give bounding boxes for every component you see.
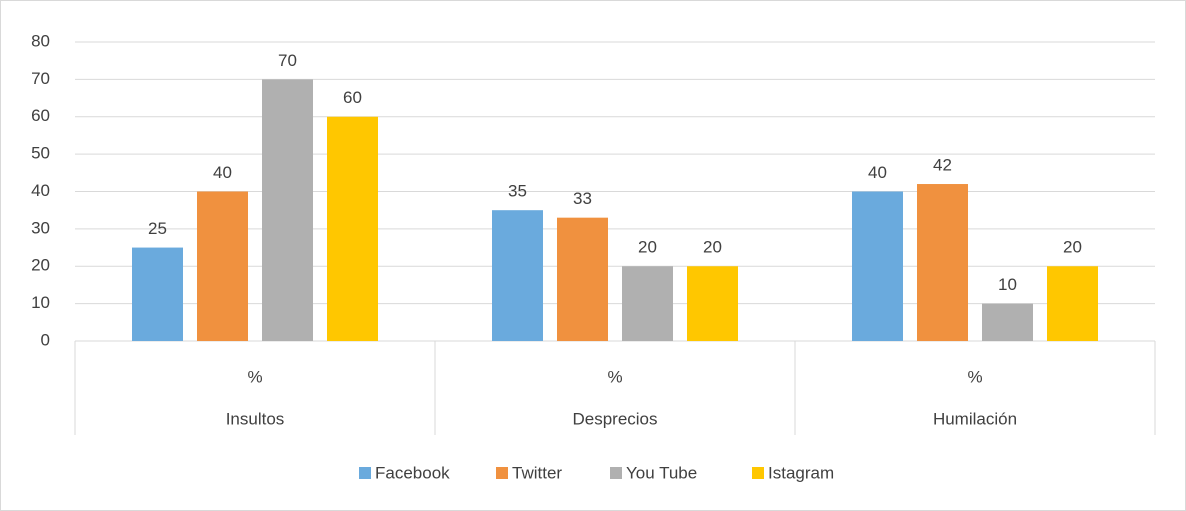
y-tick-label: 60 bbox=[31, 106, 50, 125]
bar bbox=[327, 116, 378, 341]
bar bbox=[982, 303, 1033, 341]
legend-label: Istagram bbox=[768, 463, 834, 482]
bar bbox=[262, 79, 313, 341]
y-tick-label: 40 bbox=[31, 181, 50, 200]
bar bbox=[557, 217, 608, 341]
x-tick-label: Desprecios bbox=[572, 409, 657, 428]
bar bbox=[1047, 266, 1098, 341]
x-tick-label: Insultos bbox=[226, 409, 285, 428]
x-tick-label: Humilación bbox=[933, 409, 1017, 428]
y-tick-label: 10 bbox=[31, 293, 50, 312]
data-label: 20 bbox=[703, 238, 722, 257]
data-label: 60 bbox=[343, 88, 362, 107]
y-tick-label: 0 bbox=[41, 330, 50, 349]
bar bbox=[197, 191, 248, 341]
data-label: 10 bbox=[998, 275, 1017, 294]
data-label: 20 bbox=[1063, 238, 1082, 257]
y-tick-label: 20 bbox=[31, 256, 50, 275]
data-label: 33 bbox=[573, 189, 592, 208]
bar bbox=[132, 247, 183, 341]
legend-label: You Tube bbox=[626, 463, 697, 482]
data-label: 42 bbox=[933, 156, 952, 175]
bar bbox=[917, 184, 968, 341]
x-subcategory-label: % bbox=[247, 367, 262, 386]
legend-swatch bbox=[496, 467, 508, 479]
legend-label: Twitter bbox=[512, 463, 562, 482]
data-label: 40 bbox=[868, 163, 887, 182]
legend-swatch bbox=[610, 467, 622, 479]
bar bbox=[852, 191, 903, 341]
data-label: 35 bbox=[508, 182, 527, 201]
legend-swatch bbox=[752, 467, 764, 479]
bar bbox=[492, 210, 543, 341]
data-label: 40 bbox=[213, 163, 232, 182]
y-tick-label: 70 bbox=[31, 69, 50, 88]
x-subcategory-label: % bbox=[967, 367, 982, 386]
y-tick-label: 30 bbox=[31, 218, 50, 237]
x-subcategory-label: % bbox=[607, 367, 622, 386]
y-tick-label: 50 bbox=[31, 144, 50, 163]
data-label: 25 bbox=[148, 219, 167, 238]
y-tick-label: 80 bbox=[31, 31, 50, 50]
data-label: 70 bbox=[278, 51, 297, 70]
bar bbox=[622, 266, 673, 341]
legend-swatch bbox=[359, 467, 371, 479]
data-label: 20 bbox=[638, 238, 657, 257]
bar bbox=[687, 266, 738, 341]
legend-label: Facebook bbox=[375, 463, 450, 482]
